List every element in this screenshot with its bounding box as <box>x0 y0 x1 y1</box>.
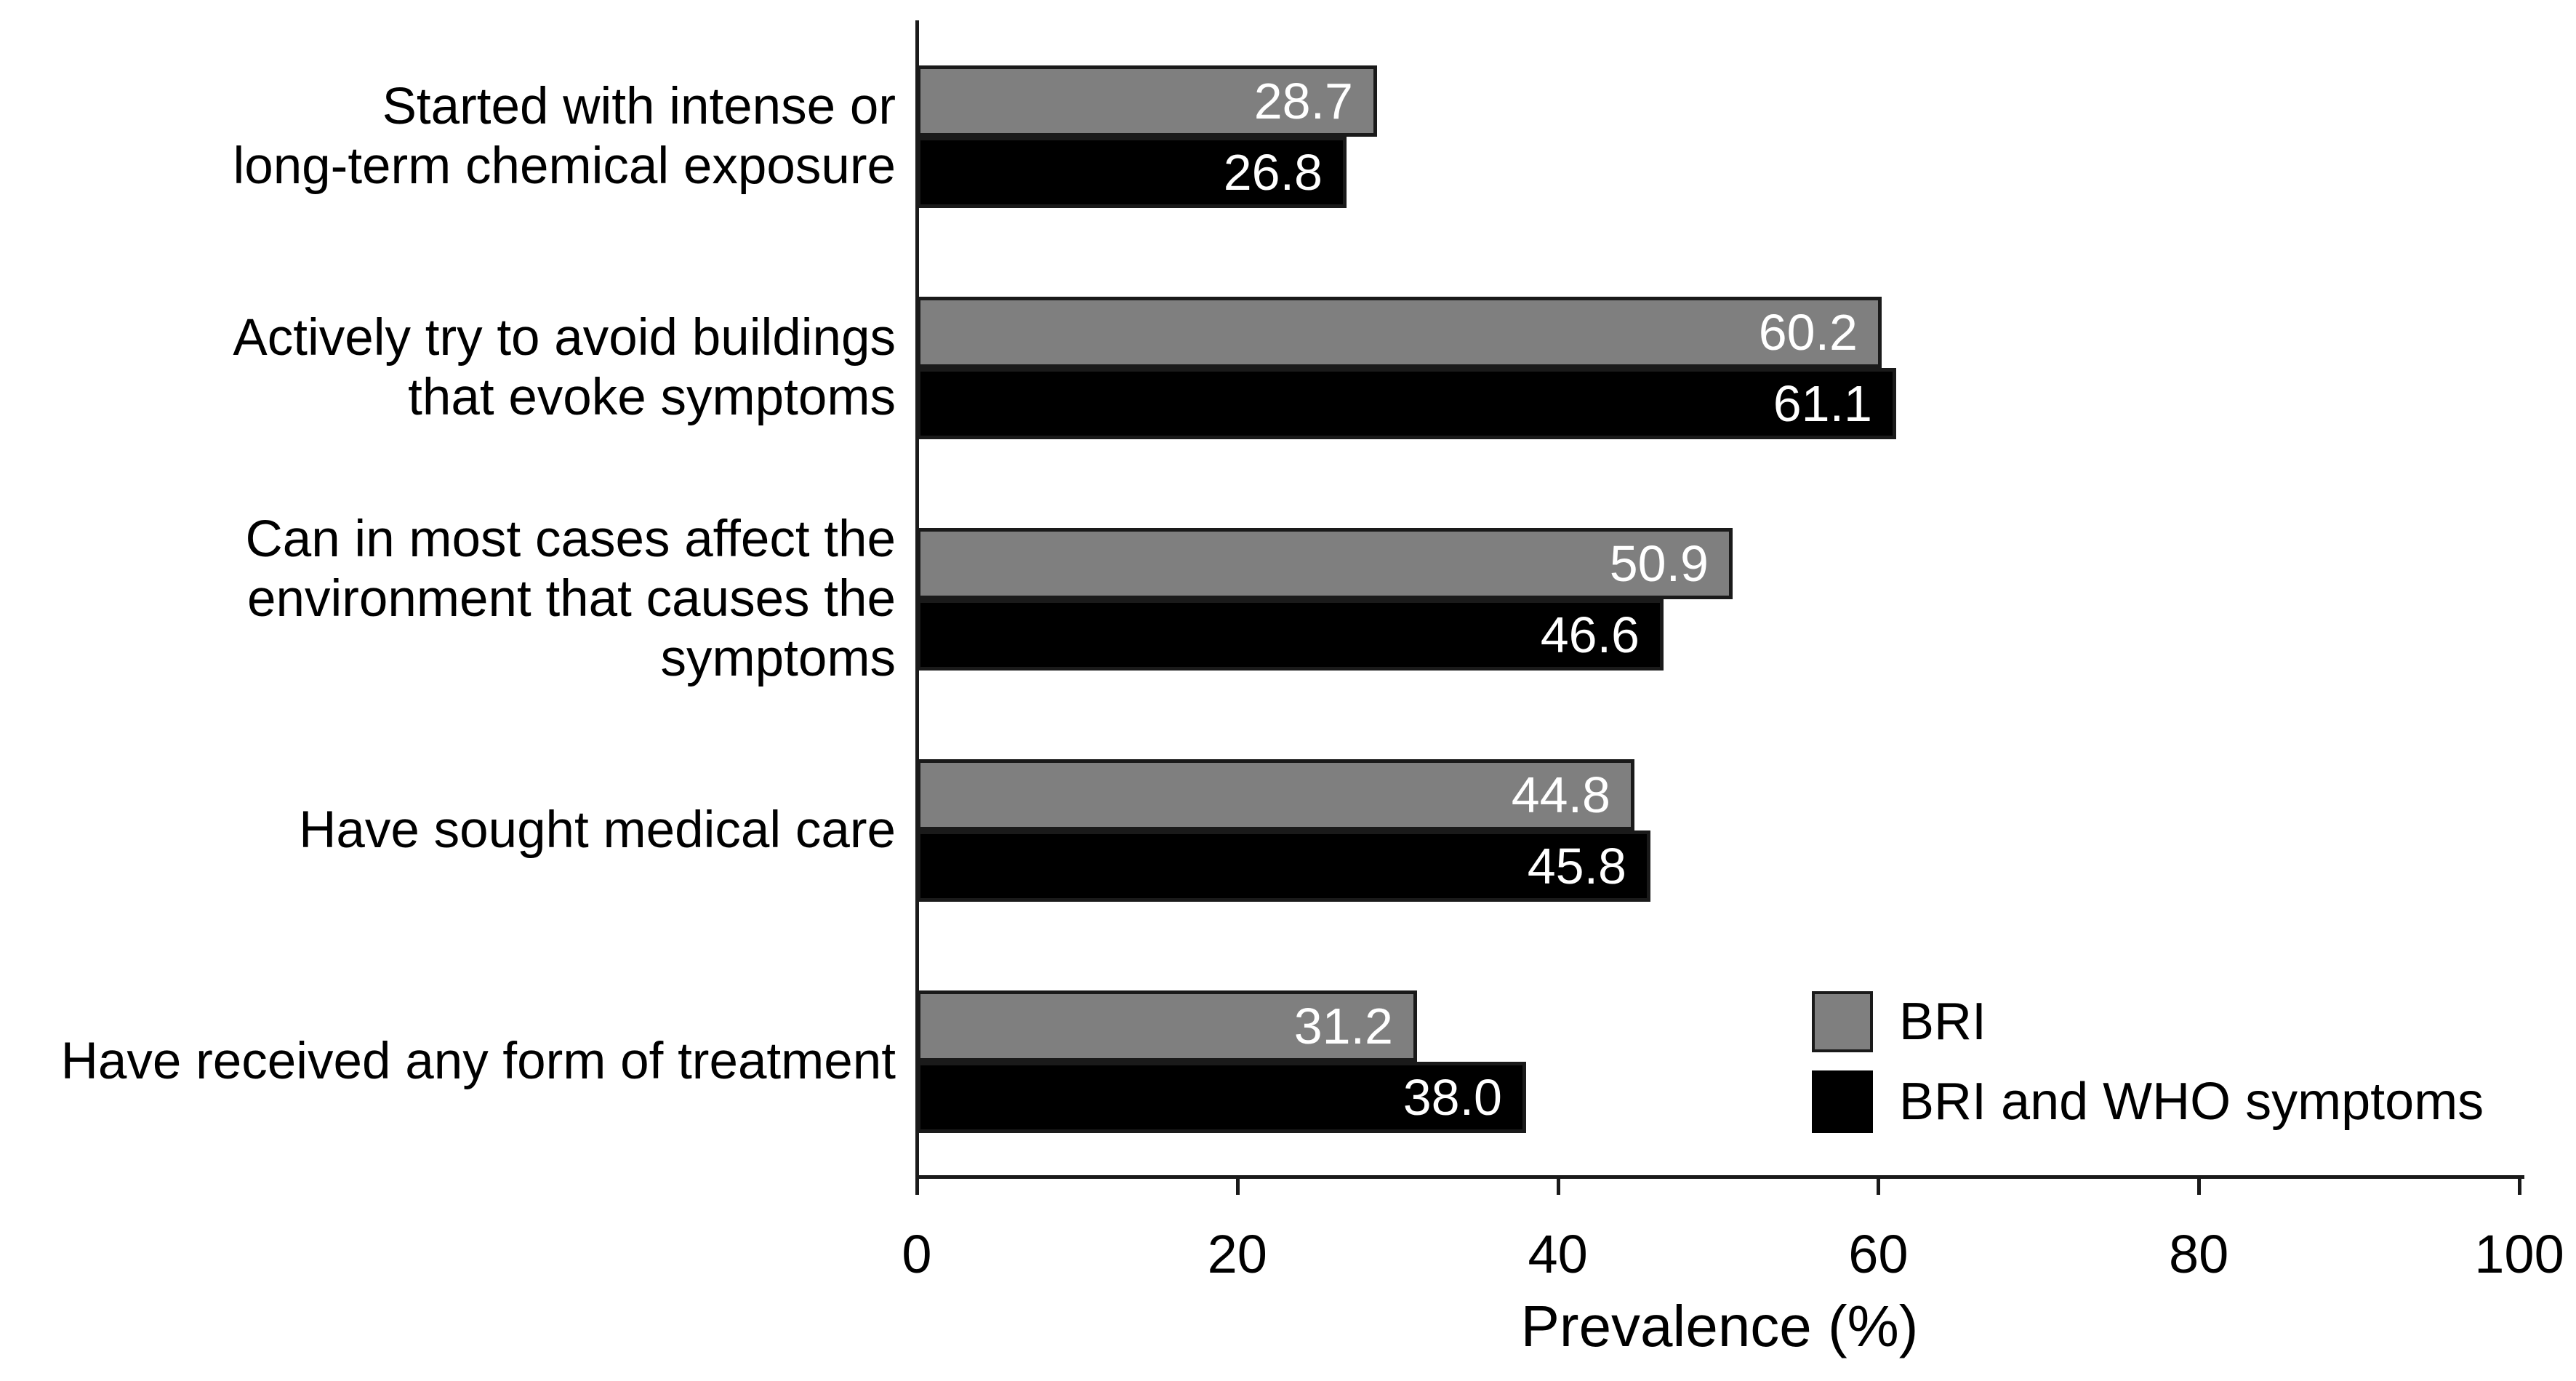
x-axis-title: Prevalence (%) <box>1520 1294 1919 1358</box>
x-tick-label: 60 <box>1848 1224 1909 1284</box>
x-tick <box>2518 1179 2521 1195</box>
category-label: Started with intense or long-term chemic… <box>233 78 896 195</box>
bar-value-label: 26.8 <box>1223 144 1323 201</box>
bar-bri-who-3: 45.8 <box>917 830 1650 902</box>
bar-bri-who-0: 26.8 <box>917 137 1347 208</box>
bar-bri-who-1: 61.1 <box>917 368 1896 439</box>
category-label: Have sought medical care <box>299 801 896 859</box>
legend-swatch-bri <box>1812 991 1873 1052</box>
x-axis-line <box>915 1175 2524 1179</box>
legend-label-bri: BRI <box>1899 993 1987 1051</box>
x-tick-label: 0 <box>902 1224 932 1284</box>
bar-value-label: 60.2 <box>1758 304 1858 361</box>
bar-value-label: 31.2 <box>1293 998 1393 1054</box>
bar-value-label: 45.8 <box>1527 838 1626 894</box>
bar-value-label: 61.1 <box>1773 375 1872 432</box>
bar-value-label: 38.0 <box>1403 1069 1502 1126</box>
bar-bri-4: 31.2 <box>917 990 1417 1062</box>
bar-value-label: 44.8 <box>1511 766 1610 823</box>
y-axis-line <box>915 20 919 1195</box>
legend-label-bri-who: BRI and WHO symptoms <box>1899 1073 2484 1131</box>
x-tick <box>1556 1179 1560 1195</box>
x-tick-label: 100 <box>2474 1224 2564 1284</box>
x-tick <box>915 1179 919 1195</box>
bar-bri-1: 60.2 <box>917 297 1882 368</box>
bar-bri-2: 50.9 <box>917 528 1733 599</box>
bar-value-label: 50.9 <box>1609 535 1709 592</box>
legend-swatch-bri-who <box>1812 1070 1873 1133</box>
category-label: Have received any form of treatment <box>60 1033 896 1090</box>
x-tick-label: 80 <box>2169 1224 2229 1284</box>
bar-value-label: 46.6 <box>1540 607 1640 663</box>
bar-bri-0: 28.7 <box>917 65 1377 137</box>
bar-bri-who-2: 46.6 <box>917 599 1664 671</box>
bar-bri-who-4: 38.0 <box>917 1062 1526 1133</box>
bar-value-label: 28.7 <box>1253 73 1353 129</box>
category-label: Actively try to avoid buildings that evo… <box>233 309 896 426</box>
bar-bri-3: 44.8 <box>917 759 1634 830</box>
x-tick-label: 20 <box>1207 1224 1267 1284</box>
category-label: Can in most cases affect the environment… <box>245 511 896 687</box>
x-tick <box>1877 1179 1881 1195</box>
x-tick <box>2197 1179 2202 1195</box>
x-tick <box>1235 1179 1240 1195</box>
x-tick-label: 40 <box>1528 1224 1588 1284</box>
